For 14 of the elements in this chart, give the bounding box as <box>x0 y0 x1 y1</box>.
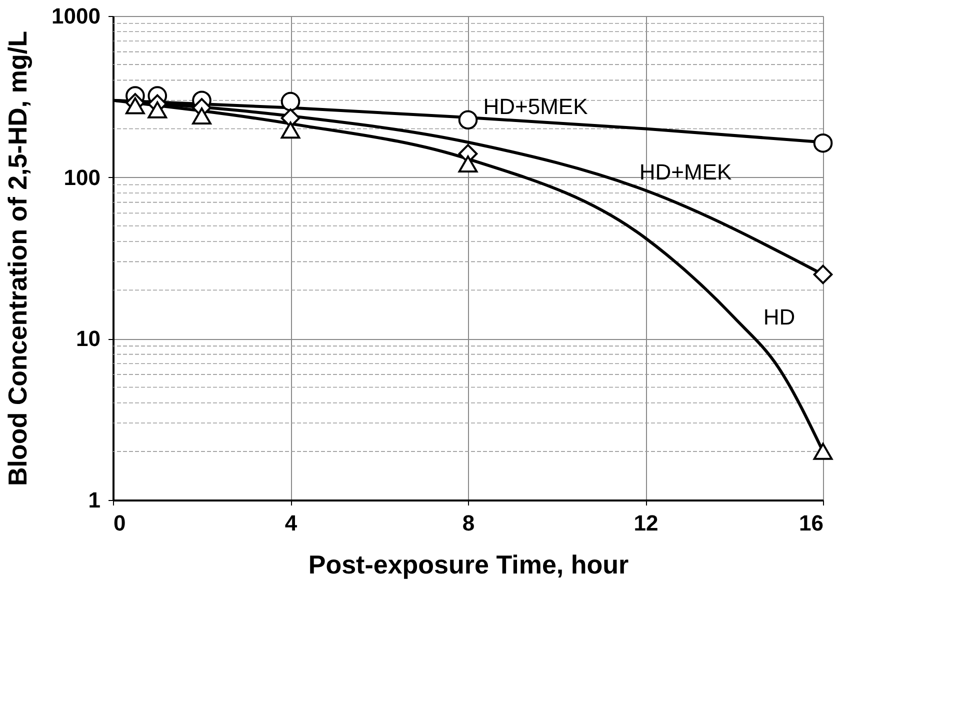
series-label: HD <box>763 304 796 330</box>
x-axis-title: Post-exposure Time, hour <box>308 550 629 580</box>
y-tick-label: 1 <box>88 488 100 512</box>
series-label: HD+5MEK <box>483 94 588 119</box>
y-tick-label: 100 <box>64 164 100 190</box>
y-tick-label: 1000 <box>52 4 100 28</box>
x-tick-label: 16 <box>799 510 824 536</box>
x-tick-label: 4 <box>284 510 298 536</box>
series-label: HD+MEK <box>639 159 732 184</box>
x-tick-label: 12 <box>634 510 658 536</box>
y-tick-label: 10 <box>76 326 100 352</box>
y-axis-title: Blood Concentration of 2,5-HD, mg/L <box>2 30 33 486</box>
x-tick-label: 8 <box>462 510 475 536</box>
x-tick-label: 0 <box>114 510 126 536</box>
